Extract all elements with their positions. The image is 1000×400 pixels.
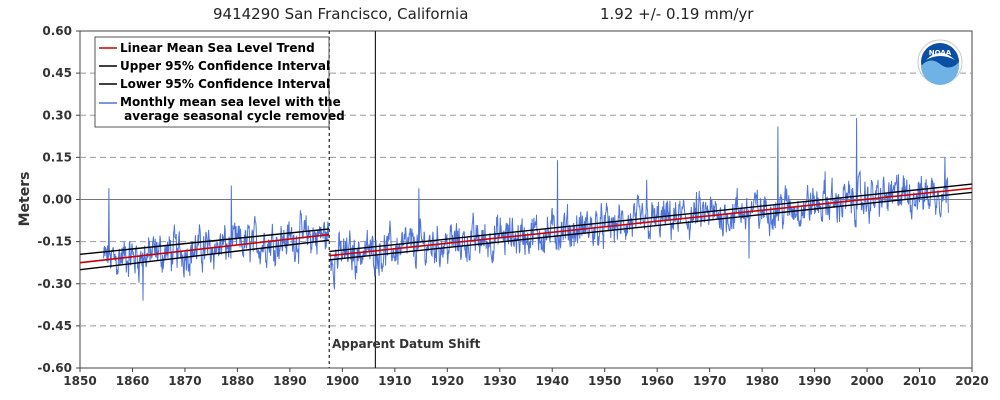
y-tick-label: 0.45 bbox=[42, 66, 72, 80]
y-tick-label: -0.60 bbox=[37, 361, 72, 375]
x-tick-label: 1980 bbox=[745, 374, 778, 388]
x-tick-label: 1940 bbox=[536, 374, 569, 388]
x-tick-label: 1870 bbox=[168, 374, 201, 388]
x-tick-label: 1920 bbox=[431, 374, 464, 388]
y-tick-label: 0.60 bbox=[42, 24, 72, 38]
x-tick-label: 2010 bbox=[903, 374, 936, 388]
x-tick-label: 1970 bbox=[693, 374, 726, 388]
x-tick-label: 1910 bbox=[378, 374, 411, 388]
x-tick-label: 1990 bbox=[798, 374, 831, 388]
x-tick-label: 1950 bbox=[588, 374, 621, 388]
x-tick-label: 1880 bbox=[221, 374, 254, 388]
noaa-logo-bird-icon bbox=[926, 53, 955, 60]
legend-label-monthly: Monthly mean sea level with the bbox=[120, 95, 341, 109]
x-tick-label: 1960 bbox=[640, 374, 673, 388]
upper-ci-line-segment bbox=[79, 228, 330, 255]
x-tick-label: 2000 bbox=[850, 374, 883, 388]
lower-ci-line-segment bbox=[79, 239, 330, 271]
trend-rate-label: 1.92 +/- 0.19 mm/yr bbox=[600, 5, 754, 23]
y-tick-label: 0.15 bbox=[42, 150, 72, 164]
y-tick-label: -0.15 bbox=[37, 235, 72, 249]
noaa-logo-text: NOAA bbox=[929, 49, 952, 57]
x-tick-label: 1890 bbox=[273, 374, 306, 388]
noaa-logo-wave bbox=[921, 60, 959, 85]
x-tick-label: 1850 bbox=[63, 374, 96, 388]
trend-lines bbox=[79, 183, 973, 271]
y-tick-label: 0.30 bbox=[42, 108, 72, 122]
legend-box bbox=[94, 36, 330, 128]
x-tick-label: 1900 bbox=[326, 374, 359, 388]
datum-shift-annotation: Apparent Datum Shift bbox=[332, 337, 481, 351]
legend: Linear Mean Sea Level Trend Upper 95% Co… bbox=[94, 36, 345, 128]
legend-label-upper: Upper 95% Confidence Interval bbox=[120, 59, 330, 73]
y-tick-label: -0.30 bbox=[37, 277, 72, 291]
noaa-logo: NOAA bbox=[917, 39, 963, 85]
y-tick-label: 0.00 bbox=[42, 193, 72, 207]
legend-label-trend: Linear Mean Sea Level Trend bbox=[120, 41, 315, 55]
legend-label-lower: Lower 95% Confidence Interval bbox=[120, 77, 330, 91]
trend-line-segment bbox=[79, 233, 330, 264]
y-tick-label: -0.45 bbox=[37, 319, 72, 333]
lower-ci-line-segment bbox=[329, 191, 973, 261]
x-tick-label: 1860 bbox=[116, 374, 149, 388]
x-axis-ticks: 1850 1860 1870 1880 1890 1900 1910 1920 1930 1940… bbox=[63, 368, 989, 388]
y-axis-title: Meters bbox=[17, 172, 33, 227]
legend-label-monthly-line2: average seasonal cycle removed bbox=[120, 109, 345, 123]
y-axis-ticks: 0.60 0.45 0.30 0.15 0.00 -0.15 -0.30 -0.45 -0.60 bbox=[37, 24, 80, 375]
trend-line-segment bbox=[329, 187, 973, 257]
x-tick-label: 2020 bbox=[955, 374, 988, 388]
chart-title: 9414290 San Francisco, California bbox=[213, 5, 468, 23]
x-tick-label: 1930 bbox=[483, 374, 516, 388]
upper-ci-line-segment bbox=[329, 183, 973, 253]
